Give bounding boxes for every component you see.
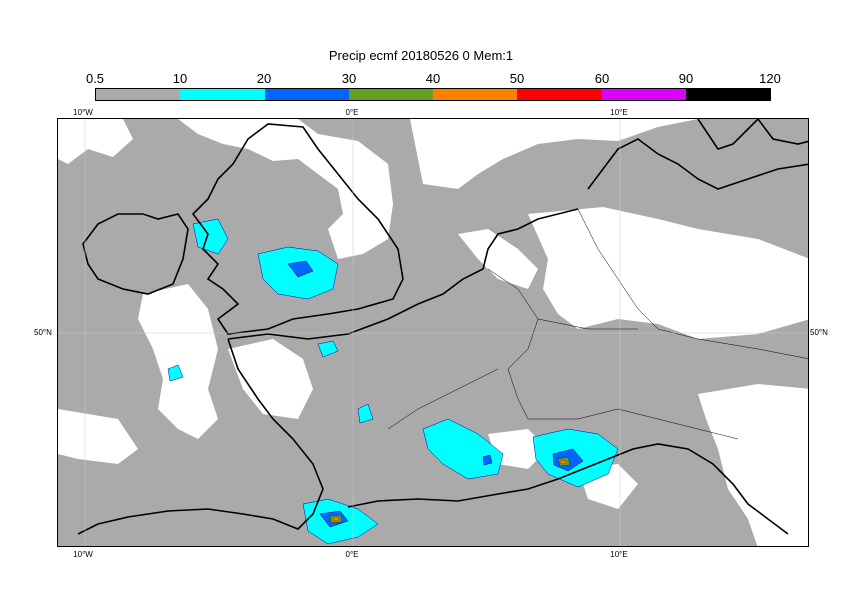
- lon-label-top: 10°W: [73, 108, 93, 117]
- legend-swatch-50-60: [517, 89, 602, 100]
- graticule: [58, 119, 808, 546]
- map-title: Precip ecmf 20180526 0 Mem:1: [328, 48, 514, 63]
- legend-swatch-0.5-10: [96, 89, 181, 100]
- legend-swatch-10-20: [180, 89, 265, 100]
- legend-swatch-30-40: [348, 89, 433, 100]
- legend-swatch-40-50: [433, 89, 518, 100]
- legend-tick-label: 60: [594, 71, 610, 86]
- legend-tick-label: 40: [425, 71, 441, 86]
- lat-label-left: 50°N: [34, 328, 52, 337]
- country-borders: [387, 208, 808, 440]
- legend-tick-label: 0.5: [85, 71, 105, 86]
- legend-tick-label: 30: [341, 71, 357, 86]
- legend-tick-label: 10: [172, 71, 188, 86]
- precip-map: [57, 118, 809, 547]
- legend-swatch-90-120: [685, 89, 770, 100]
- lon-label-bottom: 10°W: [73, 550, 93, 559]
- legend-tick-label: 20: [256, 71, 272, 86]
- legend-tick-label: 120: [759, 71, 781, 86]
- color-legend: [95, 88, 771, 101]
- lon-label-top: 0°E: [345, 108, 359, 117]
- lon-label-bottom: 0°E: [345, 550, 359, 559]
- lon-label-bottom: 10°E: [610, 550, 628, 559]
- dry-areas: [58, 119, 808, 546]
- legend-tick-label: 50: [509, 71, 525, 86]
- precip-10-20: [167, 218, 619, 545]
- lon-label-top: 10°E: [610, 108, 628, 117]
- lat-label-right: 50°N: [810, 328, 828, 337]
- legend-swatch-60-90: [601, 89, 686, 100]
- coastlines: [77, 119, 808, 535]
- precip-40-50: [332, 459, 567, 522]
- precip-map-canvas: [58, 119, 808, 546]
- legend-tick-label: 90: [678, 71, 694, 86]
- legend-swatch-20-30: [264, 89, 349, 100]
